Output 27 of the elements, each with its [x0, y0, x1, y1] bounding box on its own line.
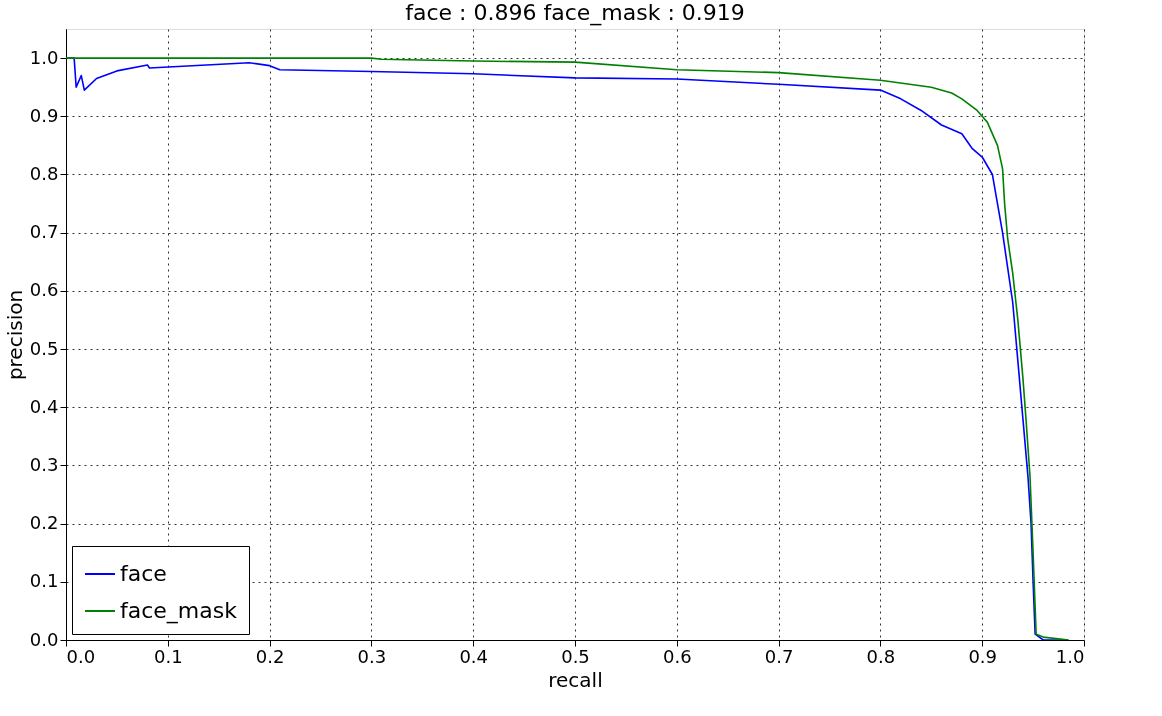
x-tick-label: 0.9: [968, 645, 998, 667]
chart-title: face : 0.896 face_mask : 0.919: [405, 0, 745, 26]
x-tick-label: 0.7: [764, 645, 794, 667]
x-tick-label: 0.2: [255, 645, 285, 667]
y-tick-label: 0.6: [29, 279, 59, 301]
x-tick-label: 0.0: [66, 645, 96, 667]
x-tick-label: 0.6: [662, 645, 692, 667]
x-tick-label: 0.3: [357, 645, 387, 667]
y-tick-label: 0.8: [29, 162, 59, 184]
y-tick-label: 0.9: [29, 104, 59, 126]
y-tick-label: 1.0: [29, 46, 59, 68]
y-tick-label: 0.3: [29, 453, 59, 475]
y-tick-label: 0.7: [29, 221, 59, 243]
y-tick-label: 0.0: [29, 628, 59, 650]
x-tick-label: 0.8: [866, 645, 896, 667]
y-axis-title: precision: [2, 289, 27, 381]
x-tick-label: 1.0: [1055, 645, 1085, 667]
y-tick-label: 0.2: [29, 512, 59, 534]
y-tick-label: 0.4: [29, 395, 59, 417]
legend-label: face: [120, 561, 167, 586]
y-tick-label: 0.1: [29, 570, 59, 592]
legend-label: face_mask: [120, 598, 238, 624]
x-axis-title: recall: [548, 667, 603, 692]
y-tick-label: 0.5: [29, 337, 59, 359]
x-tick-label: 0.4: [459, 645, 489, 667]
x-tick-label: 0.1: [153, 645, 183, 667]
x-tick-label: 0.5: [561, 645, 590, 667]
